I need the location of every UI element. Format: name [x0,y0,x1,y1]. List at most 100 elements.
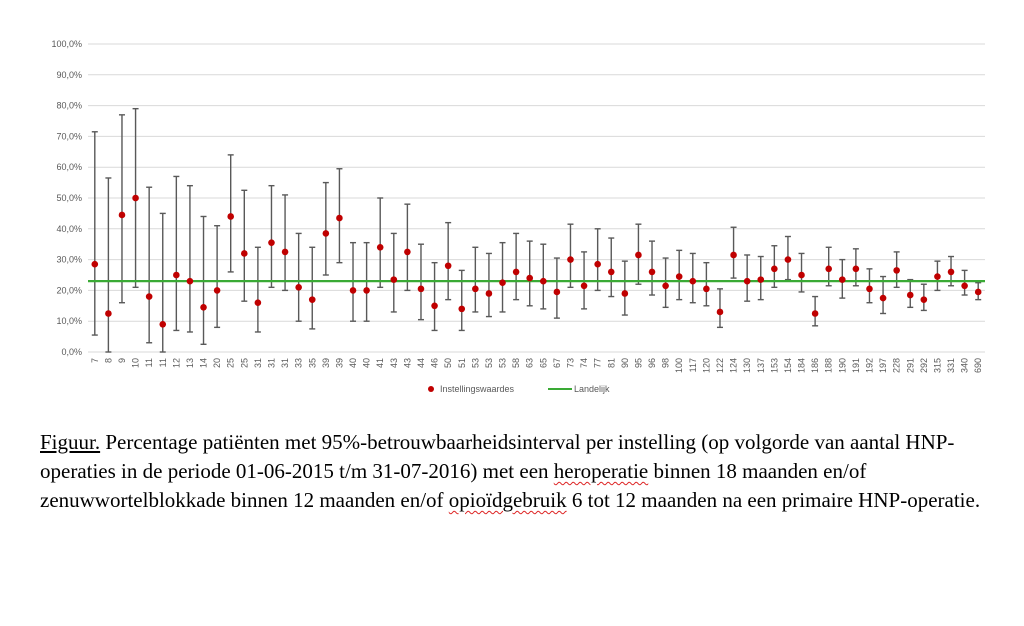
data-point [580,282,588,290]
x-tick-label: 39 [321,358,331,368]
x-tick-label: 31 [253,358,263,368]
x-tick-label: 137 [756,358,766,373]
data-point [784,256,792,263]
legend: Instellingswaardes Landelijk [428,384,610,394]
x-tick-label: 96 [647,358,657,368]
x-tick-label: 43 [402,358,412,368]
x-tick-label: 153 [769,358,779,373]
data-point [553,288,561,296]
caption-word-heroperatie: heroperatie [553,459,649,483]
x-tick-label: 130 [742,358,752,373]
x-tick-label: 63 [525,358,535,368]
data-point [607,268,615,276]
x-tick-label: 154 [783,358,793,373]
data-point [716,308,724,316]
data-point [472,285,479,293]
data-point [322,230,330,237]
x-tick-label: 53 [470,358,480,368]
x-tick-label: 67 [552,358,562,368]
data-point [866,285,873,293]
x-tick-label: 35 [307,358,317,368]
data-point [254,299,262,307]
data-points [91,194,982,328]
data-point [798,271,805,279]
x-tick-label: 315 [932,358,942,373]
data-point [308,296,316,303]
data-point [771,265,778,273]
x-tick-label: 51 [457,358,467,368]
x-tick-label: 13 [185,358,195,368]
caption-text-part1: Percentage patiënten met 95%-betrouwbaar… [40,430,955,483]
y-tick-label: 30,0% [56,255,82,265]
chart-svg: 0,0% 10,0% 20,0% 30,0% 40,0% 50,0% 60,0% 70,0% 8… [51,39,985,394]
x-tick-label: 291 [905,358,915,373]
x-tick-label: 8 [103,358,113,363]
x-tick-label: 197 [878,358,888,373]
x-tick-label: 40 [362,358,372,368]
data-point [662,282,669,290]
data-point [934,273,941,280]
data-point [635,251,642,259]
data-point [431,302,438,310]
data-point [920,296,928,303]
x-tick-label: 9 [117,358,127,363]
caption-text-part2: binnen 18 maanden en/of zenuwwortelblokk… [40,459,867,512]
x-tick-label: 292 [919,358,929,373]
y-tick-label: 80,0% [56,101,82,111]
x-tick-label: 33 [294,358,304,368]
grid-lines [88,43,985,353]
x-tick-label: 31 [266,358,276,368]
x-tick-label: 124 [729,358,739,373]
data-point [458,305,466,313]
data-point [879,294,887,302]
x-tick-label: 186 [810,358,820,373]
data-point [703,285,710,293]
data-point [852,265,860,273]
data-point [145,293,153,300]
data-point [825,265,833,273]
data-point [512,268,520,276]
legend-label-landelijk: Landelijk [574,384,610,394]
y-tick-label: 50,0% [56,193,82,203]
data-point [499,279,506,287]
x-tick-label: 11 [158,358,168,367]
data-point [689,277,697,285]
x-tick-label: 77 [593,358,603,368]
data-point [349,287,357,294]
data-point [648,268,656,276]
data-point [173,271,180,279]
x-tick-label: 46 [430,358,440,368]
data-point [240,250,248,257]
legend-marker-instellingswaardes [428,386,434,392]
x-tick-label: 25 [226,358,236,368]
y-axis-ticks: 0,0% 10,0% 20,0% 30,0% 40,0% 50,0% 60,0% 70,0% 8… [51,39,82,357]
data-point [567,256,574,263]
x-tick-label: 192 [864,358,874,373]
data-point [675,273,683,280]
x-tick-label: 191 [851,358,861,373]
y-tick-label: 0,0% [61,347,82,357]
x-tick-label: 41 [375,358,385,368]
x-tick-label: 100 [674,358,684,373]
data-point [363,287,370,294]
caption-word-opioidgebruik: opioïdgebruik [448,488,567,512]
x-tick-label: 50 [443,358,453,368]
data-point [743,277,751,285]
data-point [485,290,493,297]
figure-caption: Figuur. Percentage patiënten met 95%-bet… [40,428,1000,515]
y-tick-label: 90,0% [56,70,82,80]
x-tick-label: 14 [199,358,209,368]
data-point [186,277,194,285]
data-point [213,287,221,294]
x-tick-label: 10 [131,358,141,368]
data-point [227,213,235,220]
data-point [893,267,900,274]
x-tick-label: 98 [661,358,671,368]
x-tick-label: 40 [348,358,358,368]
data-point [730,251,737,259]
legend-label-instellingswaardes: Instellingswaardes [440,384,515,394]
x-tick-label: 95 [633,358,643,368]
x-tick-label: 12 [171,358,181,368]
data-point [974,288,982,296]
data-point [376,243,384,251]
